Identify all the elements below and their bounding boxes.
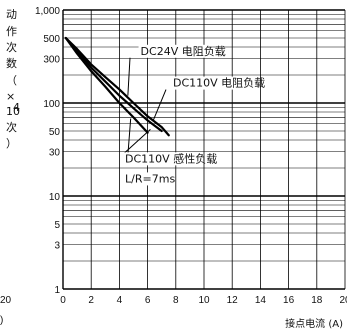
series-line-3 [64, 36, 149, 134]
x-tick-label: 18 [311, 295, 323, 306]
y-tick-label: 500 [43, 34, 60, 45]
left-edge-tick: 20 [0, 295, 12, 306]
y-tick-label: 30 [49, 148, 61, 159]
x-tick-label: 2 [88, 295, 94, 306]
annotation-bg [123, 172, 168, 186]
y-label-char: 次 [6, 120, 17, 134]
annotation-leader [127, 118, 132, 154]
x-tick-label: 10 [198, 295, 210, 306]
x-tick-label: 0 [60, 295, 66, 306]
annotation-bg [170, 76, 248, 90]
annotation-leader [123, 129, 151, 154]
annotation-leader [127, 57, 131, 96]
annotation-bg [123, 152, 200, 166]
series-line-2 [64, 36, 163, 133]
y-tick-label: 100 [43, 99, 60, 110]
y-label-char: × [6, 90, 15, 103]
left-edge-paren: ) [0, 315, 3, 326]
y-tick-label: 5 [54, 220, 60, 231]
y-label-char: 10 [6, 105, 20, 118]
x-tick-label: 14 [255, 295, 267, 306]
y-label-char: （ [6, 74, 17, 87]
y-tick-label: 300 [43, 55, 60, 66]
grid [62, 9, 346, 290]
y-label-char: 作 [6, 25, 17, 38]
annotation-bg [138, 44, 209, 58]
x-tick-label: 20 [339, 295, 347, 306]
y-label-char: 数 [6, 57, 17, 70]
y-tick-label: 1,000 [35, 6, 60, 17]
tick-labels: 0 2 4 6 8 10 12 14 16 18 20 1 3 5 10 30 50 100 300 500 1,000 [35, 6, 347, 306]
y-tick-label: 10 [49, 192, 61, 203]
annotation-a1: DC24V 电阻负载 [141, 44, 226, 58]
annotation-a4: L/R=7ms [125, 172, 175, 185]
x-tick-label: 16 [283, 295, 295, 306]
series-group [64, 36, 170, 137]
annotation-a3: DC110V 感性负载 [125, 151, 217, 165]
y-label-char: 动 [6, 8, 17, 21]
y-tick-label: 50 [49, 127, 61, 138]
y-tick-label: 3 [54, 241, 60, 252]
annotations: DC24V 电阻负载 DC110V 电阻负载 DC110V 感性负载 L/R=7ms [123, 44, 265, 186]
annotation-a2: DC110V 电阻负载 [173, 76, 265, 90]
series-line-1 [64, 36, 170, 137]
x-tick-label: 6 [145, 295, 151, 306]
annotation-leader [152, 89, 167, 121]
x-tick-label: 12 [227, 295, 239, 306]
y-tick-label: 1 [54, 285, 60, 296]
x-tick-label: 8 [173, 295, 179, 306]
y-label-char: 次 [6, 40, 17, 54]
y-label-char: ） [6, 137, 17, 150]
x-tick-label: 4 [117, 295, 123, 306]
x-axis-label: 接点电流 (A) [285, 317, 343, 330]
y-label-char: 4 [13, 101, 20, 114]
